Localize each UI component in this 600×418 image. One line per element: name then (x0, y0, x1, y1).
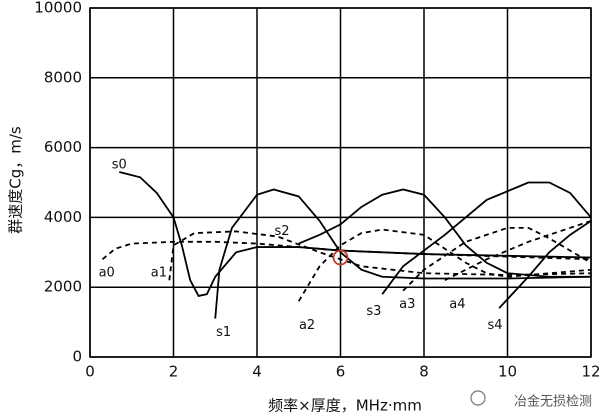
series-line (498, 220, 592, 309)
x-tick-label: 8 (419, 363, 429, 381)
series-line (381, 181, 592, 295)
series-line (168, 230, 592, 281)
series-label: s2 (275, 224, 290, 239)
x-tick-label: 4 (252, 363, 262, 381)
x-tick-label: 10 (498, 363, 517, 381)
series-label: a0 (99, 266, 115, 281)
y-tick-label: 10000 (34, 0, 82, 17)
series-line (402, 226, 592, 292)
series-label: a3 (399, 297, 415, 312)
x-tick-label: 6 (336, 363, 346, 381)
series-label: s1 (216, 325, 231, 340)
x-tick-label: 12 (581, 363, 600, 381)
series-line (297, 228, 592, 302)
y-tick-label: 6000 (44, 138, 82, 156)
series-label: a1 (151, 266, 167, 281)
series-label: s4 (487, 318, 502, 333)
x-tick-label: 2 (169, 363, 179, 381)
y-axis-label: 群速度Cg，m/s (7, 126, 25, 234)
y-tick-label: 2000 (44, 278, 82, 296)
series-line (214, 188, 592, 319)
series-label: s3 (366, 304, 381, 319)
watermark-icon (470, 390, 486, 406)
series-label: a4 (449, 297, 465, 312)
x-axis-label: 频率×厚度，MHz·mm (268, 397, 422, 415)
y-tick-label: 0 (72, 348, 82, 366)
series-line (101, 240, 592, 261)
highlight-marker (332, 249, 349, 266)
series-label: s0 (112, 158, 127, 173)
watermark: 冶金无损检测 (514, 394, 592, 410)
y-tick-label: 4000 (44, 208, 82, 226)
series-line (298, 188, 591, 278)
x-tick-label: 0 (85, 363, 95, 381)
plot-frame (89, 7, 592, 358)
y-tick-label: 8000 (44, 68, 82, 86)
series-label: a2 (299, 318, 315, 333)
